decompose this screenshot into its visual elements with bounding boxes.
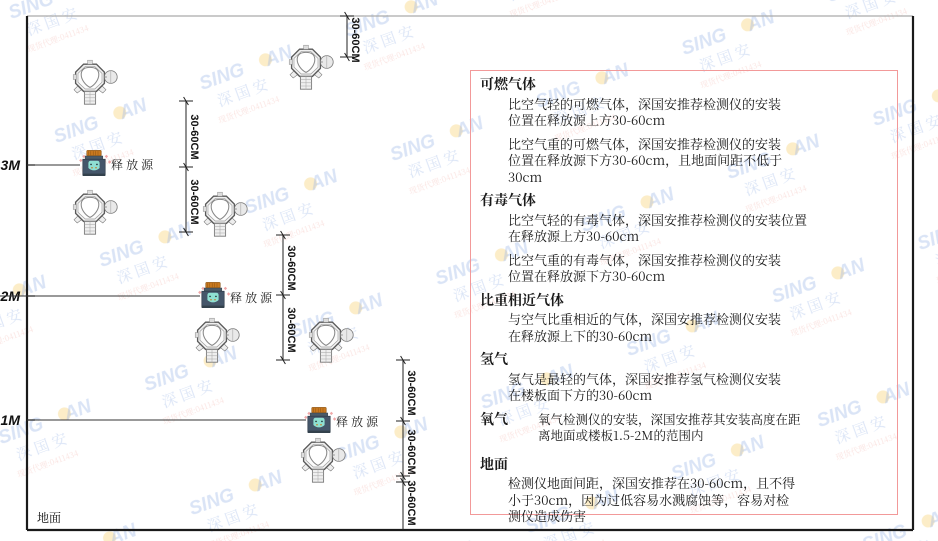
svg-text:30-60CM: 30-60CM [285, 245, 297, 290]
svg-text:1M: 1M [1, 412, 21, 428]
svg-text:释 放 源: 释 放 源 [111, 156, 154, 173]
svg-text:30-60CM: 30-60CM [349, 17, 361, 62]
svg-text:释 放 源: 释 放 源 [230, 289, 273, 306]
svg-text:3M: 3M [1, 157, 21, 173]
svg-text:30-60CM: 30-60CM [285, 307, 297, 352]
svg-text:释 放 源: 释 放 源 [336, 413, 379, 430]
svg-text:30-60CM: 30-60CM [405, 429, 417, 474]
svg-text:地面: 地面 [37, 509, 61, 526]
svg-text:30-60CM: 30-60CM [188, 114, 200, 159]
svg-text:30-60CM: 30-60CM [188, 179, 200, 224]
svg-text:30-60CM: 30-60CM [405, 370, 417, 415]
svg-text:30-60CM: 30-60CM [405, 480, 417, 525]
